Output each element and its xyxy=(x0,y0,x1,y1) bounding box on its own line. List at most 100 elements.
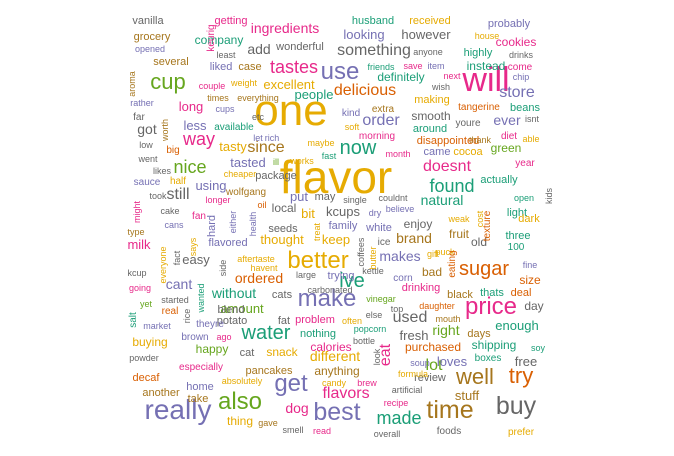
word-boxes: boxes xyxy=(475,353,502,364)
word-keep: keep xyxy=(322,232,350,247)
word-cant: cant xyxy=(166,276,193,292)
word-blend: blend xyxy=(218,304,245,316)
word-recipe: recipe xyxy=(384,398,409,408)
word-weight: weight xyxy=(230,78,258,88)
word-says: says xyxy=(188,237,198,256)
word-time: time xyxy=(426,396,473,424)
word-ordered: ordered xyxy=(235,270,283,286)
word-three: three xyxy=(505,230,530,242)
word-make: make xyxy=(298,285,357,312)
word-thats: thats xyxy=(480,287,504,299)
word-open: open xyxy=(514,193,534,203)
word-side: side xyxy=(218,260,228,277)
word-coffees: coffees xyxy=(356,237,366,266)
word-instead: instead xyxy=(467,59,506,73)
word-either: either xyxy=(228,211,238,234)
word-flavor: flavor xyxy=(280,151,392,203)
word-fresh: fresh xyxy=(400,328,429,343)
word-well: well xyxy=(455,364,494,389)
word-kcups: kcups xyxy=(326,204,360,219)
word-seeds: seeds xyxy=(268,223,298,235)
word-local: local xyxy=(272,201,297,215)
word-received: received xyxy=(409,15,451,27)
word-different: different xyxy=(310,348,360,364)
word-daughter: daughter xyxy=(419,301,455,311)
word-fine: fine xyxy=(523,260,538,270)
word-size: size xyxy=(519,273,541,287)
word-cookies: cookies xyxy=(496,35,537,49)
word-wanted: wanted xyxy=(196,283,206,313)
word-extra: extra xyxy=(372,104,395,115)
word-brown: brown xyxy=(181,332,208,343)
word-far: far xyxy=(133,112,145,123)
word-flavors: flavors xyxy=(322,385,369,402)
word-really: really xyxy=(145,394,212,425)
word-bit: bit xyxy=(301,206,315,221)
word-sauce: sauce xyxy=(134,177,161,188)
word-husband: husband xyxy=(352,15,394,27)
word-ago: ago xyxy=(216,332,231,342)
word-anything: anything xyxy=(314,364,359,378)
word-black: black xyxy=(447,289,473,301)
word-highly: highly xyxy=(464,47,493,59)
word-foods: foods xyxy=(437,426,461,437)
word-put: put xyxy=(290,189,308,204)
word-review: review xyxy=(414,372,446,384)
word-often: often xyxy=(342,316,362,326)
word-thing: thing xyxy=(227,414,253,428)
word-deal: deal xyxy=(511,287,532,299)
word-carbonated: carbonated xyxy=(307,285,352,295)
word-artificial: artificial xyxy=(392,385,423,395)
word-health: health xyxy=(248,212,258,237)
word-made: made xyxy=(376,408,421,428)
word-gift: gift xyxy=(427,249,440,259)
word-come: come xyxy=(508,62,533,73)
word-keurig: keurig xyxy=(206,24,217,51)
word-ever: ever xyxy=(493,112,521,128)
word-soup: soup xyxy=(410,358,430,368)
word-drinks: drinks xyxy=(509,50,534,60)
word-might: might xyxy=(132,201,142,224)
word-around: around xyxy=(413,123,447,135)
word-bad: bad xyxy=(422,265,442,279)
word-formula: formula xyxy=(398,369,428,379)
word-everyone: everyone xyxy=(158,246,168,283)
word-came: came xyxy=(424,146,451,158)
word-theyre: theyre xyxy=(196,319,224,330)
word-mouth: mouth xyxy=(435,314,460,324)
word-especially: especially xyxy=(179,362,223,373)
word-actually: actually xyxy=(480,174,518,186)
word-lot: lot xyxy=(426,357,443,374)
word-probably: probably xyxy=(488,18,531,30)
word-puck: puck xyxy=(435,247,455,257)
word-problem: problem xyxy=(295,314,335,326)
word-absolutely: absolutely xyxy=(222,376,263,386)
word-another: another xyxy=(142,387,180,399)
word-worth: worth xyxy=(160,119,170,142)
word-thought: thought xyxy=(260,232,304,247)
word-salt: salt xyxy=(128,312,139,328)
word-rather: rather xyxy=(130,98,154,108)
word-right: right xyxy=(432,322,459,338)
word-without: without xyxy=(211,285,256,301)
word-old: old xyxy=(471,235,487,249)
word-try: try xyxy=(509,363,533,388)
word-liked: liked xyxy=(210,61,233,73)
word-kids: kids xyxy=(544,188,554,205)
word-thank: thank xyxy=(469,135,492,145)
word-times: times xyxy=(207,93,229,103)
word-month: month xyxy=(385,149,410,159)
word-cost: cost xyxy=(475,210,485,227)
word-smell: smell xyxy=(282,425,303,435)
word-butter: butter xyxy=(368,246,378,269)
word-diet: diet xyxy=(501,131,517,142)
word-fast: fast xyxy=(322,151,337,161)
word-home: home xyxy=(186,381,214,393)
word-started: started xyxy=(161,295,189,305)
word-cheaper: cheaper xyxy=(224,169,257,179)
word-next: next xyxy=(443,71,461,81)
word-will: will xyxy=(461,61,509,99)
word-company: company xyxy=(195,33,244,47)
word-shipping: shipping xyxy=(472,338,517,352)
word-day: day xyxy=(524,299,543,313)
